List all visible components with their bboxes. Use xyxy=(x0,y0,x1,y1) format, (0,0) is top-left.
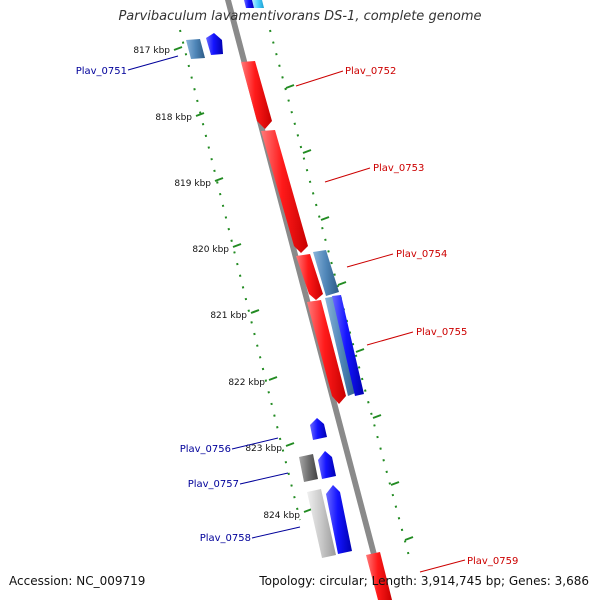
gene-label-text: Plav_0756 xyxy=(180,444,231,455)
tick-label: 822 kbp xyxy=(228,378,265,388)
tick-label: 823 kbp xyxy=(245,444,282,454)
gene-label-text: Plav_0758 xyxy=(200,533,251,544)
gene-label-plav-0754[interactable]: Plav_0754 xyxy=(346,249,447,268)
gene-arrow-partial-top xyxy=(252,0,264,8)
gene-feature-plav-0752[interactable] xyxy=(241,61,272,129)
gene-label-plav-0753[interactable]: Plav_0753 xyxy=(324,163,424,183)
gene-label-text: Plav_0757 xyxy=(188,479,239,490)
tick-label: 817 kbp xyxy=(133,46,170,56)
tick-label: 824 kbp xyxy=(263,511,300,521)
gene-label-plav-0751[interactable]: Plav_0751 xyxy=(76,55,179,77)
gene-label-plav-0752[interactable]: Plav_0752 xyxy=(295,66,396,87)
gene-feature-plav-0759[interactable] xyxy=(366,552,392,600)
gene-feature-plav-0754[interactable] xyxy=(296,250,339,300)
gene-feature-plav-0757[interactable] xyxy=(299,451,336,482)
genome-summary: Topology: circular; Length: 3,914,745 bp… xyxy=(259,574,589,588)
tick-820: 820 kbp xyxy=(192,243,242,255)
tick-label: 819 kbp xyxy=(174,179,211,189)
genome-backbone xyxy=(225,0,389,600)
tick-822: 822 kbp xyxy=(228,376,278,388)
tick-824: 824 kbp xyxy=(263,508,313,521)
gene-label-text: Plav_0754 xyxy=(396,249,447,260)
gene-feature-plav-0758[interactable] xyxy=(307,485,352,558)
gene-label-text: Plav_0755 xyxy=(416,327,467,338)
gene-label-text: Plav_0752 xyxy=(345,66,396,77)
gene-label-plav-0757[interactable]: Plav_0757 xyxy=(188,472,289,490)
gene-feature-plav-0753[interactable] xyxy=(261,130,308,253)
gene-feature-plav-0755[interactable] xyxy=(307,295,364,404)
tick-label: 818 kbp xyxy=(155,113,192,123)
gene-feature-plav-0751[interactable] xyxy=(186,33,223,59)
gene-label-plav-0755[interactable]: Plav_0755 xyxy=(366,327,467,346)
tick-label: 821 kbp xyxy=(210,311,247,321)
gene-label-text: Plav_0759 xyxy=(467,556,518,567)
gene-label-plav-0758[interactable]: Plav_0758 xyxy=(200,526,301,544)
outer-track-ticks xyxy=(285,84,414,541)
genome-title: Parvibaculum lavamentivorans DS-1, compl… xyxy=(118,9,482,24)
tick-817: 817 kbp xyxy=(133,46,183,56)
gene-label-plav-0759[interactable]: Plav_0759 xyxy=(419,556,518,573)
gene-label-text: Plav_0751 xyxy=(76,66,127,77)
outer-track-guide xyxy=(269,29,411,561)
tick-821: 821 kbp xyxy=(210,309,260,321)
tick-823: 823 kbp xyxy=(245,442,295,454)
gene-feature-plav-0756[interactable] xyxy=(310,418,327,440)
accession-label: Accession: NC_009719 xyxy=(9,574,146,588)
tick-819: 819 kbp xyxy=(174,177,224,189)
gene-label-text: Plav_0753 xyxy=(373,163,424,174)
tick-818: 818 kbp xyxy=(155,112,205,123)
inner-track-guide xyxy=(179,29,301,521)
gene-label-plav-0756[interactable]: Plav_0756 xyxy=(180,437,279,455)
tick-label: 820 kbp xyxy=(192,245,229,255)
gene-arrow-partial-top xyxy=(244,0,254,8)
